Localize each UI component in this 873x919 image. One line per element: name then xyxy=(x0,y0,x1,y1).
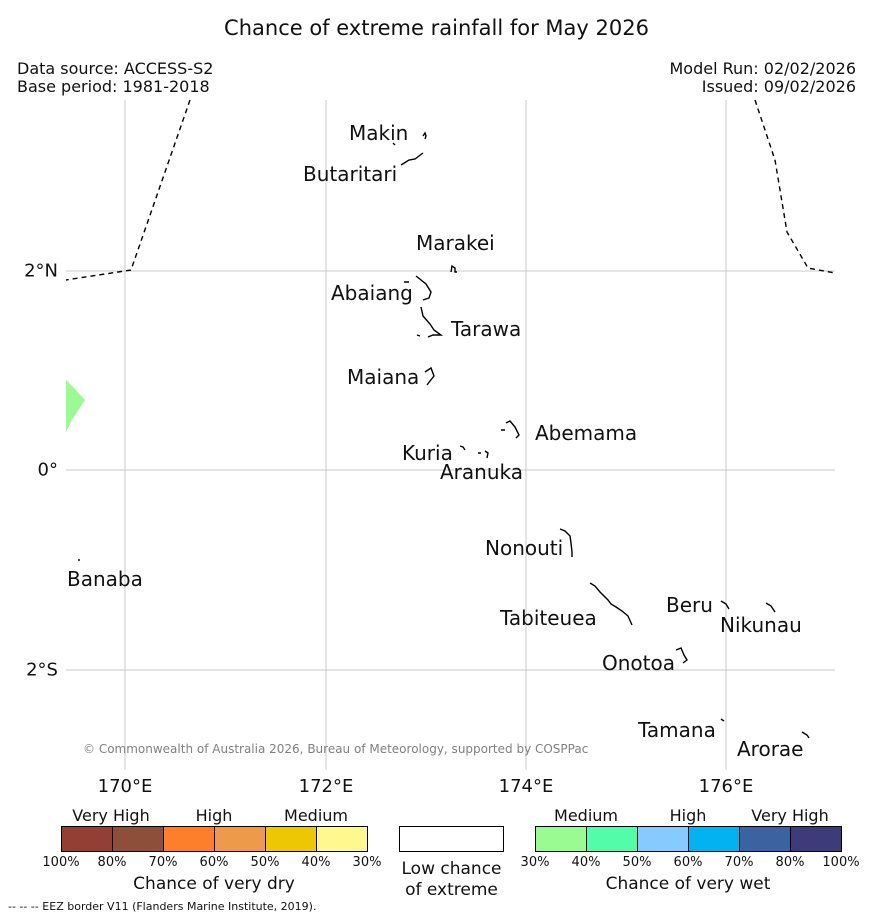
dry-legend-title: Chance of very dry xyxy=(133,874,295,894)
dry-swatch xyxy=(215,827,266,851)
lat-label-2n: 2°N xyxy=(24,260,58,282)
lat-label-0: 0° xyxy=(37,459,58,481)
model-run-text: Model Run: 02/02/2026 xyxy=(669,59,857,78)
island-label-onotoa: Onotoa xyxy=(602,651,675,675)
wet-percent-tick: 60% xyxy=(673,855,703,870)
island-label-makin: Makin xyxy=(349,121,409,145)
wet-percent-tick: 100% xyxy=(822,855,860,870)
wet-swatch xyxy=(638,827,689,851)
arorae-coast xyxy=(801,731,810,739)
wet-category-high: High xyxy=(669,806,707,825)
marakei-coast xyxy=(450,264,457,273)
meta-right: Model Run: 02/02/2026 Issued: 09/02/2026 xyxy=(670,60,857,96)
wet-swatch xyxy=(536,827,587,851)
dry-swatch xyxy=(266,827,317,851)
map-title: Chance of extreme rainfall for May 2026 xyxy=(224,16,649,40)
base-period-text: Base period: 1981-2018 xyxy=(17,77,210,96)
dry-percent-tick: 80% xyxy=(97,855,127,870)
kuria-coast xyxy=(459,445,489,459)
island-label-nikunau: Nikunau xyxy=(720,613,802,637)
wet-probability-patch xyxy=(66,380,85,432)
butaritari-coast xyxy=(400,152,424,166)
wet-percent-tick: 30% xyxy=(520,855,550,870)
island-label-banaba: Banaba xyxy=(67,567,143,591)
wet-swatch xyxy=(740,827,791,851)
onotoa-coast xyxy=(675,647,688,664)
issued-text: Issued: 09/02/2026 xyxy=(701,77,856,96)
abemama-coast xyxy=(501,420,520,439)
low-chance-label: Low chance of extreme xyxy=(399,859,504,901)
low-chance-line1: Low chance xyxy=(401,859,502,879)
copyright-text: © Commonwealth of Australia 2026, Bureau… xyxy=(83,742,589,756)
wet-swatch xyxy=(587,827,638,851)
island-label-maiana: Maiana xyxy=(347,365,420,389)
dry-percent-tick: 60% xyxy=(199,855,229,870)
makin-coast xyxy=(392,131,427,146)
tamana-coast xyxy=(720,718,725,722)
dry-colorbar xyxy=(61,826,368,852)
dry-percent-tick: 70% xyxy=(148,855,178,870)
island-label-tabiteuea: Tabiteuea xyxy=(500,606,597,630)
island-label-tarawa: Tarawa xyxy=(451,317,522,341)
lon-label-172: 172°E xyxy=(298,776,354,797)
wet-colorbar xyxy=(535,826,842,852)
dry-category-high: High xyxy=(195,806,233,825)
wet-swatch xyxy=(791,827,841,851)
dry-swatch xyxy=(164,827,215,851)
island-label-kuria: Kuria xyxy=(402,441,453,465)
lat-label-2s: 2°S xyxy=(26,659,58,681)
island-label-beru: Beru xyxy=(666,593,713,617)
wet-category-very-high: Very High xyxy=(751,806,829,825)
low-chance-swatch xyxy=(399,826,504,852)
wet-percent-tick: 50% xyxy=(622,855,652,870)
beru-coast xyxy=(720,600,730,610)
wet-swatch xyxy=(689,827,740,851)
tarawa-coast xyxy=(416,306,444,338)
wet-percent-tick: 40% xyxy=(571,855,601,870)
island-label-tamana: Tamana xyxy=(638,718,716,742)
eez-footnote: -- -- -- EEZ border V11 (Flanders Marine… xyxy=(8,900,317,913)
eez-border-left xyxy=(65,99,191,281)
lon-label-176: 176°E xyxy=(698,776,754,797)
island-label-arorae: Arorae xyxy=(737,737,804,761)
dry-category-medium: Medium xyxy=(284,806,348,825)
wet-category-medium: Medium xyxy=(554,806,618,825)
tabiteuea-coast xyxy=(589,582,633,626)
lon-label-174: 174°E xyxy=(498,776,554,797)
dry-percent-tick: 40% xyxy=(301,855,331,870)
data-source-text: Data source: ACCESS-S2 xyxy=(17,59,214,78)
island-label-abemama: Abemama xyxy=(535,421,638,445)
dry-swatch xyxy=(317,827,367,851)
island-label-abaiang: Abaiang xyxy=(331,281,413,305)
eez-border-right xyxy=(754,99,836,274)
dry-percent-tick: 30% xyxy=(352,855,382,870)
island-label-aranuka: Aranuka xyxy=(440,460,523,484)
abaiang-coast xyxy=(404,275,432,301)
maiana-coast xyxy=(424,366,435,386)
island-label-marakei: Marakei xyxy=(416,231,495,255)
wet-percent-tick: 70% xyxy=(724,855,754,870)
lon-label-170: 170°E xyxy=(97,776,153,797)
dry-category-very-high: Very High xyxy=(72,806,150,825)
wet-legend-title: Chance of very wet xyxy=(605,874,771,894)
dry-swatch xyxy=(113,827,164,851)
island-label-butaritari: Butaritari xyxy=(303,162,398,186)
wet-percent-tick: 80% xyxy=(775,855,805,870)
nonouti-coast xyxy=(559,528,573,557)
low-chance-line2: of extreme xyxy=(405,880,498,900)
nikunau-coast xyxy=(765,602,776,613)
island-label-nonouti: Nonouti xyxy=(485,536,564,560)
meta-left: Data source: ACCESS-S2 Base period: 1981… xyxy=(17,60,213,96)
dry-percent-tick: 100% xyxy=(42,855,80,870)
dry-percent-tick: 50% xyxy=(250,855,280,870)
dry-swatch xyxy=(62,827,113,851)
